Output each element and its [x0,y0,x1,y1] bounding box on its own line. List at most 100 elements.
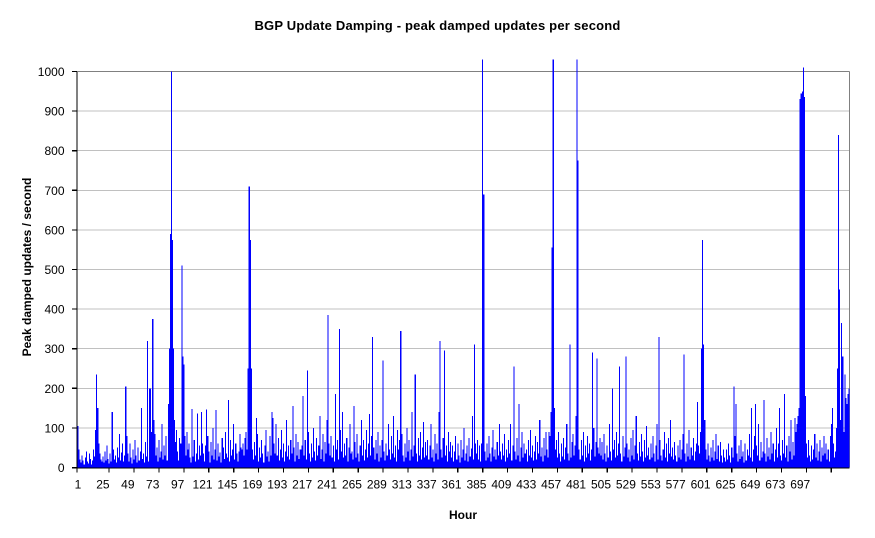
bar [344,443,346,468]
bar [155,455,157,468]
bar [420,459,423,468]
bar [278,460,280,468]
bar [728,443,730,468]
bar [218,456,220,468]
bar [506,449,508,468]
bar [433,461,435,468]
bar [730,462,732,468]
bar [661,460,663,468]
bar [586,435,589,468]
x-tick-label: 337 [417,478,437,492]
bar [353,406,355,468]
bar [89,458,92,468]
bar [592,352,594,468]
bar [604,453,606,468]
bar [312,457,314,468]
bar [784,394,786,468]
bar [499,451,501,468]
bar [181,265,183,468]
bar [758,423,760,468]
bar [210,441,212,468]
bar [369,414,371,468]
bar [253,441,255,468]
bar [154,433,156,468]
bar [708,455,710,468]
bar [544,455,546,468]
bar [552,59,554,468]
bar [421,447,424,468]
bar [352,459,354,468]
bar [219,452,221,468]
bar [622,435,624,468]
bar [303,455,305,468]
bar [414,374,416,468]
bar [821,447,823,468]
bar [792,441,794,468]
bar [827,449,829,468]
bar [677,445,679,468]
bar [230,439,232,468]
bar [475,453,478,468]
bar [565,447,567,468]
bar [264,445,266,468]
bar [285,451,287,468]
bar [647,455,649,468]
bar [578,449,580,468]
bar [186,431,188,468]
bar [848,388,850,468]
bar [215,410,217,468]
bar [267,451,269,468]
x-tick-label: 289 [367,478,387,492]
bar [359,445,361,468]
bar [347,461,349,468]
bar [621,461,623,468]
bar [96,374,98,468]
bar [702,239,704,468]
bar [212,427,214,468]
bar [120,460,122,468]
x-tick-label: 409 [491,478,511,492]
bar [430,423,432,468]
bar [793,455,795,468]
bar [268,461,270,468]
bar [214,449,216,468]
bar [693,460,695,468]
bar [85,451,87,468]
bar [196,413,198,468]
bar [601,441,603,468]
x-axis-title: Hour [449,508,477,522]
bar [710,447,712,468]
bar [301,445,303,468]
bar [631,455,633,468]
bar [846,404,848,468]
bar [789,451,791,468]
bar [832,443,834,468]
bar [751,461,754,468]
bar [277,437,279,468]
bar [404,443,406,468]
bar [523,443,525,468]
bar [590,460,592,468]
bar [112,449,114,468]
x-tick-label: 385 [466,478,486,492]
bar [495,459,497,468]
bar [333,461,335,468]
bar [485,460,487,468]
bar [817,460,819,468]
bar [452,445,454,468]
bar [367,457,369,468]
bar [291,453,293,468]
bar [543,437,545,468]
bar [217,443,219,468]
bar [97,408,99,468]
bar [476,439,479,468]
x-tick-label: 673 [765,478,785,492]
bar [541,447,543,468]
bar [754,435,756,468]
x-tick-label: 433 [516,478,536,492]
bar [161,423,163,468]
bar [403,461,405,468]
bar [639,456,641,468]
bar [195,453,197,468]
bar [115,462,117,468]
